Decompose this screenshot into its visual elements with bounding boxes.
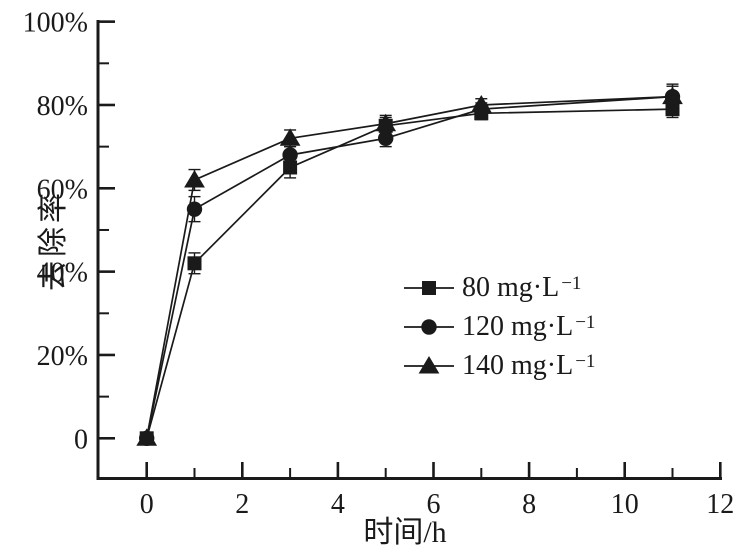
legend-label-exponent: −1 xyxy=(575,311,596,333)
legend-label-text: 140 mg·L xyxy=(462,349,574,381)
marker-triangle-icon xyxy=(375,113,397,132)
y-tick-label: 0 xyxy=(74,424,88,455)
marker-square-icon xyxy=(187,256,202,271)
y-tick-label: 40% xyxy=(37,258,88,289)
legend-triangle-icon xyxy=(404,355,454,373)
legend-label: 140 mg·L −1 xyxy=(462,349,596,381)
legend-label: 80 mg·L −1 xyxy=(462,271,582,303)
marker-triangle-icon xyxy=(418,355,440,373)
x-tick-label: 2 xyxy=(235,489,249,520)
marker-circle-icon xyxy=(186,201,203,217)
y-axis-title: 去除率 xyxy=(37,189,70,291)
y-tick-label: 80% xyxy=(37,91,88,122)
marker-circle-icon xyxy=(282,147,298,163)
legend: 80 mg·L −1 120 mg·L −1 140 mg·L −1 xyxy=(404,272,595,381)
x-tick-label: 8 xyxy=(522,489,536,520)
marker-triangle-icon xyxy=(662,86,683,105)
series-triangle xyxy=(136,83,683,446)
marker-triangle-icon xyxy=(136,428,158,446)
legend-label-exponent: −1 xyxy=(561,272,582,294)
legend-label-text: 80 mg·L xyxy=(462,271,560,303)
series-line xyxy=(145,95,673,439)
y-tick-label: 100% xyxy=(23,8,88,39)
legend-row-2: 120 mg·L −1 xyxy=(404,311,595,342)
legend-label-text: 120 mg·L xyxy=(462,310,574,342)
legend-label: 120 mg·L −1 xyxy=(462,310,596,342)
x-tick-label: 0 xyxy=(140,489,154,520)
legend-row-3: 140 mg·L −1 xyxy=(404,350,595,381)
x-tick-label: 4 xyxy=(331,489,345,520)
marker-circle-icon xyxy=(378,130,394,147)
marker-triangle-icon xyxy=(184,169,205,188)
legend-label-exponent: −1 xyxy=(575,350,596,372)
y-tick-label: 60% xyxy=(37,174,88,205)
legend-row-1: 80 mg·L −1 xyxy=(404,272,595,303)
tick-labels: 0 20% 40% 60% 80% 100% 0 2 4 6 8 10 12 xyxy=(23,8,735,520)
axes xyxy=(96,20,722,480)
marker-triangle-icon xyxy=(279,128,301,146)
x-tick-label: 12 xyxy=(706,489,734,520)
y-tick-label: 20% xyxy=(37,341,88,372)
series-circle xyxy=(139,85,681,446)
marker-square-icon xyxy=(422,280,436,295)
series-line xyxy=(145,95,673,439)
legend-square-icon xyxy=(404,280,454,295)
x-tick-label: 10 xyxy=(611,489,639,520)
x-tick-label: 6 xyxy=(427,489,441,520)
legend-circle-icon xyxy=(404,318,454,335)
x-axis-title: 时间/h xyxy=(363,516,447,549)
axis-ticks xyxy=(99,20,722,477)
marker-circle-icon xyxy=(421,318,437,335)
marker-triangle-icon xyxy=(470,95,492,113)
